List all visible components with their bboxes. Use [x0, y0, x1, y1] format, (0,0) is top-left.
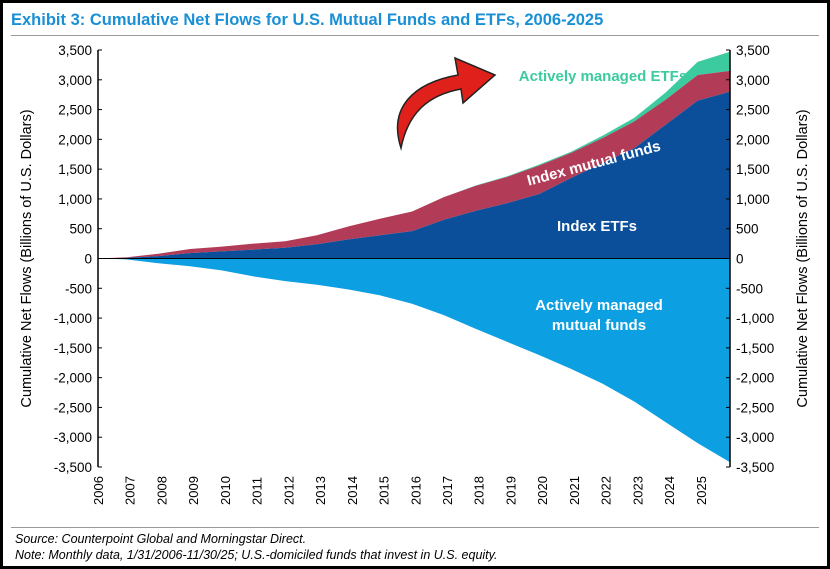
right-y-tick-label: 0 — [736, 252, 744, 267]
upward-arrow-icon — [396, 56, 497, 151]
left-y-tick-label: 1,500 — [58, 162, 92, 177]
x-tick-label: 2007 — [123, 476, 138, 505]
chart-svg: 3,500 3,000 2,500 2,000 1,500 1,000 500 0 -500 -1… — [19, 43, 811, 505]
label-active-mutual-funds-line1: Actively managed — [535, 297, 663, 314]
right-y-tick-label: -2,000 — [736, 371, 774, 386]
x-tick-label: 2011 — [250, 477, 265, 505]
x-tick-label: 2008 — [154, 476, 169, 505]
x-tick-label: 2024 — [662, 476, 677, 505]
right-y-tick-label: 3,500 — [736, 43, 770, 58]
left-y-tick-label: 3,500 — [58, 43, 92, 58]
right-y-tick-label: 1,500 — [736, 162, 770, 177]
chart-title: Exhibit 3: Cumulative Net Flows for U.S.… — [11, 11, 604, 29]
label-active-etfs: Actively managed ETFs — [519, 68, 687, 85]
right-y-tick-label: 1,000 — [736, 192, 770, 207]
x-tick-label: 2022 — [599, 476, 614, 505]
left-y-tick-label: 3,000 — [58, 73, 92, 88]
right-y-tick-label: 3,000 — [736, 73, 770, 88]
left-y-tick-label: 2,000 — [58, 132, 92, 147]
right-y-tick-label: 500 — [736, 222, 759, 237]
x-tick-label: 2020 — [535, 476, 550, 505]
area-active-mutual-funds — [98, 258, 730, 463]
footer-divider — [11, 527, 819, 528]
right-y-tick-label: -3,500 — [736, 460, 774, 475]
source-note: Source: Counterpoint Global and Mornings… — [15, 532, 307, 546]
x-tick-label: 2013 — [313, 476, 328, 505]
label-index-etfs: Index ETFs — [557, 218, 637, 235]
x-tick-label: 2016 — [408, 476, 423, 505]
x-tick-label: 2009 — [186, 476, 201, 505]
left-y-tick-label: -1,500 — [54, 341, 92, 356]
x-tick-label: 2010 — [218, 476, 233, 505]
right-y-tick-label: 2,500 — [736, 103, 770, 118]
left-y-axis-label: Cumulative Net Flows (Billions of U.S. D… — [19, 109, 35, 407]
data-note: Note: Monthly data, 1/31/2006-11/30/25; … — [15, 548, 498, 562]
left-y-tick-label: -3,000 — [54, 430, 92, 445]
left-y-tick-label: -1,000 — [54, 311, 92, 326]
right-y-tick-label: -1,000 — [736, 311, 774, 326]
x-tick-label: 2006 — [91, 476, 106, 505]
x-tick-label: 2015 — [377, 476, 392, 505]
x-tick-label: 2019 — [503, 476, 518, 505]
x-tick-label: 2018 — [472, 476, 487, 505]
x-tick-label: 2021 — [567, 476, 582, 505]
title-divider — [11, 35, 819, 36]
right-y-tick-label: -500 — [736, 281, 763, 296]
left-y-tick-label: 500 — [69, 222, 92, 237]
x-tick-label: 2012 — [281, 476, 296, 505]
left-y-tick-label: 1,000 — [58, 192, 92, 207]
right-y-axis-label: Cumulative Net Flows (Billions of U.S. D… — [795, 109, 811, 407]
label-active-mutual-funds-line2: mutual funds — [552, 317, 646, 334]
right-y-tick-label: -2,500 — [736, 400, 774, 415]
right-y-tick-label: -3,000 — [736, 430, 774, 445]
left-y-tick-label: -500 — [65, 281, 92, 296]
left-y-tick-label: -2,500 — [54, 400, 92, 415]
area-index-mutual-funds — [98, 70, 730, 259]
x-tick-label: 2023 — [630, 476, 645, 505]
left-y-tick-label: 0 — [84, 252, 92, 267]
left-y-tick-label: -3,500 — [54, 460, 92, 475]
x-tick-label: 2014 — [345, 476, 360, 505]
left-y-tick-label: 2,500 — [58, 103, 92, 118]
right-y-tick-label: -1,500 — [736, 341, 774, 356]
x-tick-label: 2017 — [440, 476, 455, 505]
left-y-tick-label: -2,000 — [54, 371, 92, 386]
area-index-etfs — [98, 91, 730, 259]
x-tick-label: 2025 — [694, 476, 709, 505]
right-y-tick-label: 2,000 — [736, 132, 770, 147]
